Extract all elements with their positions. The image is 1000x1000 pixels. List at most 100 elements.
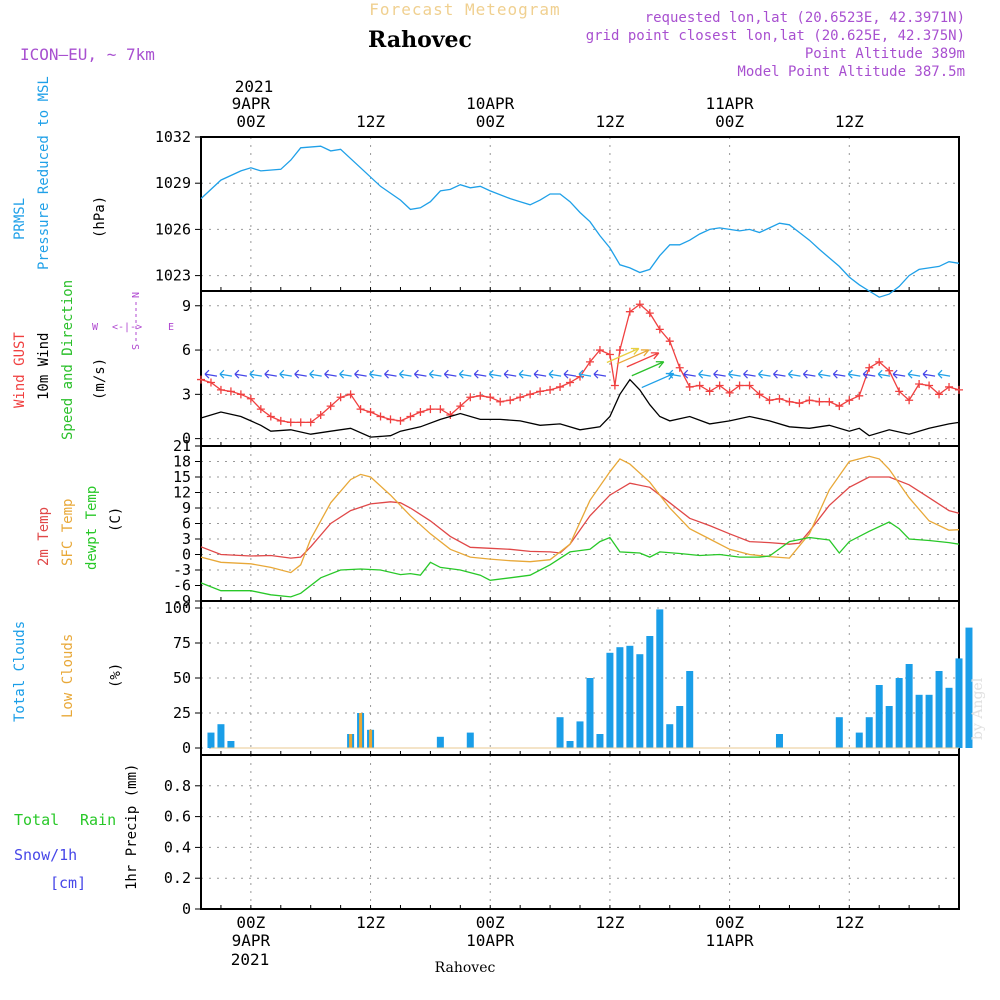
gust-marker xyxy=(197,375,205,384)
compass-w: W xyxy=(92,322,99,333)
bottom-date-label: 10APR xyxy=(466,931,515,950)
total-cloud-bar xyxy=(466,732,474,748)
gust-marker xyxy=(595,346,604,355)
wind-arrow-icon xyxy=(937,369,951,379)
low-cloud-bar xyxy=(359,713,363,748)
bottom-time-label: 12Z xyxy=(595,913,624,932)
gust-marker xyxy=(865,363,874,372)
gust-marker xyxy=(306,418,315,427)
total-cloud-bar xyxy=(885,706,893,748)
wind-arrow-icon xyxy=(578,369,592,379)
gust-marker xyxy=(855,391,864,400)
strong-wind-arrow-icon xyxy=(606,347,640,364)
total-cloud-bar xyxy=(955,658,963,748)
y-tick-label: -9 xyxy=(173,592,191,610)
y-tick-label: 0.8 xyxy=(164,777,191,795)
wind-arrow-icon xyxy=(817,369,831,379)
gust-marker xyxy=(585,357,594,366)
y-tick-label: 1026 xyxy=(155,220,191,238)
pressure-label-msl: Pressure Reduced to MSL xyxy=(36,76,52,270)
wind-arrow-icon xyxy=(802,369,816,379)
gust-marker xyxy=(396,416,405,425)
gust-marker xyxy=(885,366,894,375)
cloud-labels: Total Clouds Low Clouds (%) xyxy=(12,621,124,722)
panels-group: 10231026102910320369-9-6-303691215182102… xyxy=(155,128,973,918)
y-tick-label: 1032 xyxy=(155,128,191,146)
y-tick-label: 0 xyxy=(182,739,191,757)
grid-point-coords: grid point closest lon,lat (20.625E, 42.… xyxy=(586,28,965,44)
gust-marker xyxy=(456,402,465,411)
gust-marker xyxy=(665,337,674,346)
strong-wind-arrow-icon xyxy=(616,349,650,365)
gust-marker xyxy=(216,385,225,394)
gust-marker xyxy=(615,346,624,355)
wind-arrow-icon xyxy=(713,369,726,379)
wind-arrow-icon xyxy=(279,369,292,379)
wind-arrow-icon xyxy=(847,369,861,379)
wind-arrow-icon xyxy=(728,369,741,379)
bottom-year: 2021 xyxy=(231,950,270,969)
temp-2m-label: 2m Temp xyxy=(36,507,52,566)
low-cloud-bar xyxy=(349,734,353,748)
gust-marker xyxy=(765,396,774,405)
total-cloud-bar xyxy=(895,678,903,748)
gust-marker xyxy=(526,390,535,399)
total-cloud-bar xyxy=(636,654,644,748)
footer-location: Rahovec xyxy=(435,960,496,976)
gust-marker xyxy=(775,394,784,403)
wind-arrow-icon xyxy=(862,369,876,379)
total-cloud-bar xyxy=(775,734,783,748)
compass-n: N xyxy=(129,292,140,298)
gust-marker xyxy=(256,405,265,414)
top-time-label: 00Z xyxy=(476,112,505,131)
wind-arrow-icon xyxy=(428,369,442,379)
top-time-label: 12Z xyxy=(835,112,864,131)
total-cloud-bar xyxy=(556,717,564,748)
wind-arrow-icon xyxy=(309,369,322,379)
gust-marker xyxy=(286,418,295,427)
gust-marker xyxy=(725,388,734,397)
wind-arrow-icon xyxy=(399,369,412,379)
wind-10m-label: 10m Wind xyxy=(36,333,52,400)
precip-panel: 0 0.2 0.4 0.6 0.8 xyxy=(164,754,960,918)
wind-arrow-icon xyxy=(743,369,756,379)
y-tick-label: 9 xyxy=(182,499,191,517)
wind-arrow-icon xyxy=(324,369,337,379)
wind-arrow-icon xyxy=(563,369,577,379)
gust-marker xyxy=(476,391,485,400)
wind-arrow-icon xyxy=(354,369,367,379)
snow-label: Snow/1h xyxy=(14,846,77,864)
temp-unit: (C) xyxy=(108,507,124,532)
wind-arrow-icon xyxy=(892,369,906,379)
total-label: Total xyxy=(14,811,59,829)
wind-arrow-icon xyxy=(683,369,696,379)
gust-marker xyxy=(516,393,525,402)
top-year: 2021 xyxy=(235,77,274,96)
gust-marker xyxy=(955,385,963,394)
top-date-label: 11APR xyxy=(706,94,755,113)
y-tick-label: 1029 xyxy=(155,174,191,192)
total-cloud-bar xyxy=(686,671,694,748)
gust-marker xyxy=(276,416,285,425)
bottom-time-label: 12Z xyxy=(835,913,864,932)
gust-marker xyxy=(755,390,764,399)
clouds-unit: (%) xyxy=(108,663,124,688)
bottom-time-label: 00Z xyxy=(476,913,505,932)
wind-arrow-icon xyxy=(339,369,352,379)
gust-marker xyxy=(825,397,834,406)
total-cloud-bar xyxy=(596,734,604,748)
y-tick-label: 0 xyxy=(182,430,191,448)
wind-arrow-icon xyxy=(264,369,277,379)
gust-marker xyxy=(835,402,844,411)
cm-label: [cm] xyxy=(50,874,86,892)
bottom-time-label: 12Z xyxy=(356,913,385,932)
y-tick-label: 6 xyxy=(182,515,191,533)
gust-marker xyxy=(635,300,644,309)
y-tick-label: 25 xyxy=(173,704,191,722)
y-tick-label: 3 xyxy=(182,530,191,548)
total-cloud-bar xyxy=(217,724,225,748)
gust-marker xyxy=(625,307,634,316)
wind-arrow-icon xyxy=(788,369,801,379)
gust-marker xyxy=(785,397,794,406)
